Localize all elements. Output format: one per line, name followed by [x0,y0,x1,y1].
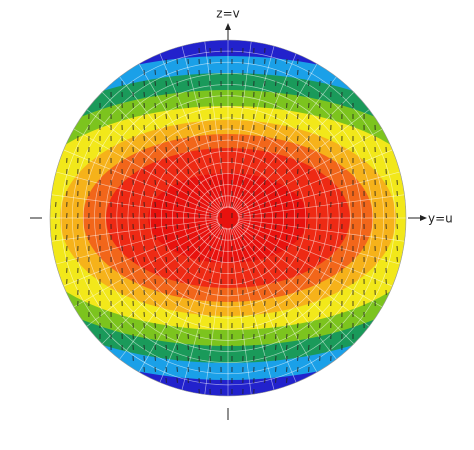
mesh-spoke [236,222,383,308]
mesh-spoke [237,218,405,242]
mesh-spoke [159,53,225,209]
mesh-spoke [138,226,224,373]
mesh-spoke [119,76,223,211]
mesh-spoke [73,128,220,214]
mesh-spoke [228,227,252,395]
mesh-spoke [232,63,318,210]
mesh-spoke [55,220,219,265]
mesh-spoke [234,224,355,345]
mesh-spoke [236,128,383,214]
mesh-spoke [55,171,219,216]
mesh-spoke [237,221,393,287]
mesh-spoke [86,109,221,213]
mesh-spoke [73,222,220,308]
mesh-spoke [237,149,393,215]
mesh-spoke [231,227,297,383]
mesh-spoke [119,225,223,360]
horizontal-axis-label: y=u [428,212,453,226]
mesh-spoke [233,76,337,211]
vertical-axis-label: z=v [216,7,239,21]
mesh-spoke [230,45,275,209]
mesh-spoke [235,223,370,327]
mesh-spoke [63,221,219,287]
mesh-spoke [232,226,318,373]
contour-bands [50,40,406,396]
mesh-spoke [101,91,222,212]
mesh-spoke [138,63,224,210]
mesh-spoke [204,227,228,395]
mesh-spoke [181,227,226,391]
mesh-spoke [181,45,226,209]
mesh-spoke [230,227,275,391]
vector-field [55,47,398,395]
mesh-spoke [63,149,219,215]
mesh-spoke [86,223,221,327]
mesh-spoke [159,227,225,383]
mesh-spoke [234,91,355,212]
mesh-spoke [51,218,219,242]
mesh-spoke [235,109,370,213]
mesh [50,40,406,396]
mesh-spoke [237,194,405,218]
mesh-spoke [228,41,252,209]
mesh-spoke [204,41,228,209]
mesh-spoke [233,225,337,360]
mesh-spoke [51,194,219,218]
mesh-spoke [237,171,401,216]
